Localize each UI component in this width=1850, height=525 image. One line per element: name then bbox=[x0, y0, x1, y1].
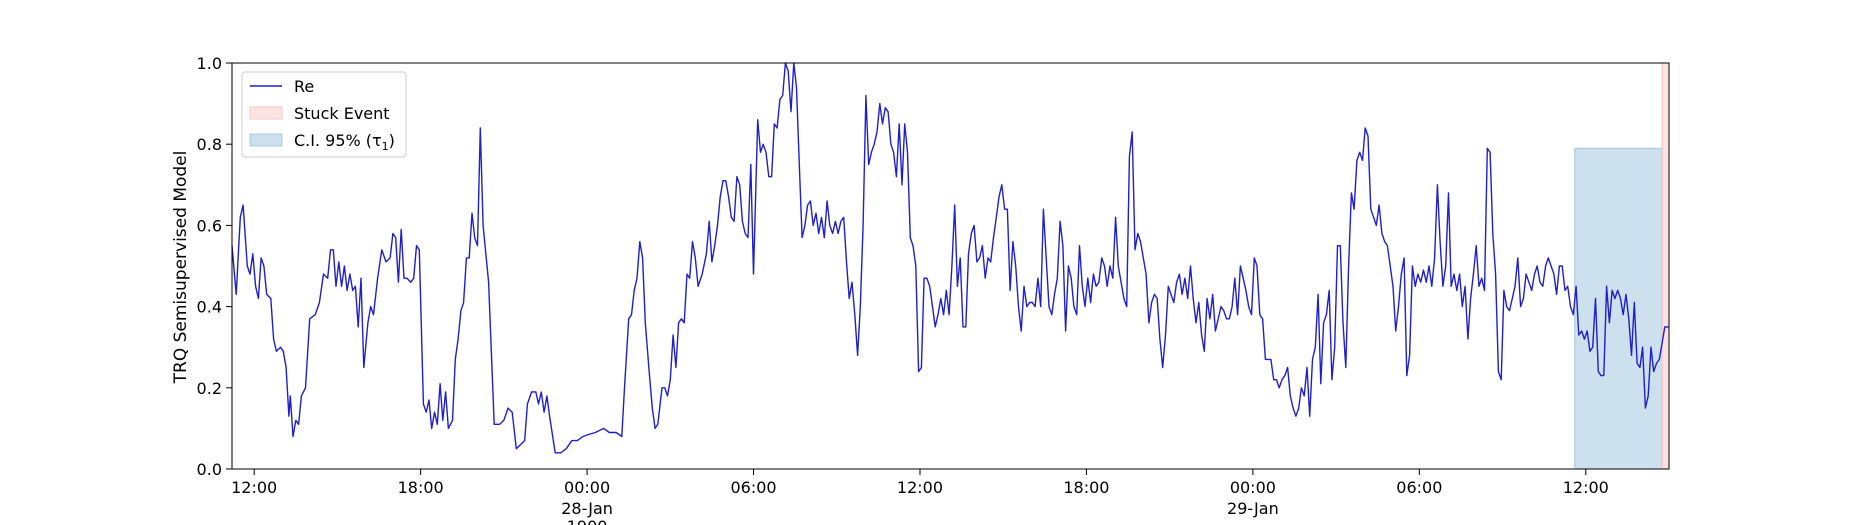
legend-label: C.I. 95% (τ1) bbox=[294, 131, 395, 153]
x-tick-label: 00:00 bbox=[1230, 478, 1276, 497]
x-tick-label: 06:00 bbox=[730, 478, 776, 497]
legend-swatch-patch bbox=[249, 133, 283, 147]
stuck-event-band bbox=[1661, 62, 1670, 470]
y-tick-label: 1.0 bbox=[197, 54, 222, 73]
legend: Re Stuck Event C.I. 95% (τ1) bbox=[241, 71, 407, 158]
x-axis: 12:00 18:00 00:00 28-Jan 06:00 12:00 18:00 00:0… bbox=[231, 469, 1609, 525]
x-tick-label: 12:00 bbox=[897, 478, 943, 497]
x-tick-label: 06:00 bbox=[1396, 478, 1442, 497]
x-tick-label: 18:00 bbox=[1063, 478, 1109, 497]
x-tick-label: 12:00 bbox=[231, 478, 277, 497]
plot-background bbox=[232, 63, 1669, 469]
x-tick-label: 12:00 bbox=[1563, 478, 1609, 497]
y-tick-label: 0.2 bbox=[197, 379, 222, 398]
x-tick-label: 18:00 bbox=[398, 478, 444, 497]
y-tick-label: 0.8 bbox=[197, 135, 222, 154]
x-tick-label: 00:00 bbox=[564, 478, 610, 497]
legend-label: Stuck Event bbox=[294, 104, 390, 123]
series-layer bbox=[231, 62, 1669, 454]
axes bbox=[231, 62, 1670, 470]
y-tick-label: 0.0 bbox=[197, 460, 222, 479]
legend-box bbox=[241, 71, 407, 158]
y-tick-label: 0.4 bbox=[197, 298, 222, 317]
y-axis-title: TRQ Semisupervised Model bbox=[171, 151, 191, 385]
series-line-0 bbox=[231, 62, 1669, 454]
x-tick-date-label: 29-Jan bbox=[1227, 499, 1279, 518]
x-year-label: 1900 bbox=[567, 517, 608, 525]
x-tick-date-label: 28-Jan bbox=[561, 499, 613, 518]
axes-frame bbox=[231, 62, 1670, 470]
legend-label: Re bbox=[294, 77, 314, 96]
plot-area bbox=[232, 63, 1669, 469]
y-axis: 0.0 0.2 0.4 0.6 0.8 1.0 bbox=[197, 54, 232, 479]
legend-swatch-patch bbox=[249, 106, 283, 120]
y-tick-label: 0.6 bbox=[197, 216, 222, 235]
